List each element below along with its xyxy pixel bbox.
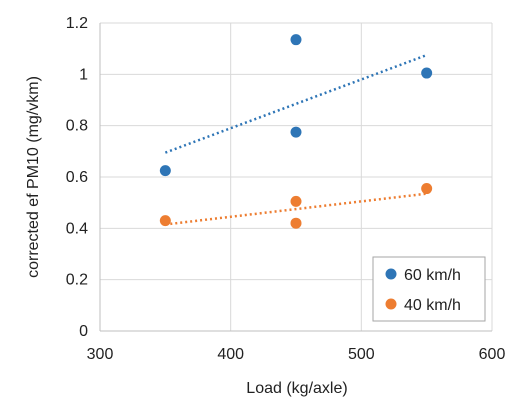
- data-point: [421, 67, 433, 79]
- x-axis-title: Load (kg/axle): [246, 380, 347, 397]
- data-point: [290, 217, 302, 229]
- legend-marker: [385, 268, 397, 280]
- y-tick-label: 1.2: [66, 15, 88, 32]
- x-tick-label: 300: [87, 346, 114, 363]
- x-tick-label: 600: [479, 346, 506, 363]
- axes: [99, 23, 492, 332]
- gridlines: [100, 22, 493, 331]
- x-tick-labels: 300 400 500 600: [87, 346, 506, 363]
- y-tick-label: 0.6: [66, 169, 88, 186]
- y-tick-label: 0: [79, 323, 88, 340]
- data-point: [290, 126, 302, 138]
- data-point: [159, 165, 171, 177]
- x-tick-label: 500: [348, 346, 375, 363]
- y-tick-labels: 0 0.2 0.4 0.6 0.8 1 1.2: [66, 15, 88, 340]
- data-point: [159, 215, 171, 227]
- y-tick-label: 1: [79, 66, 88, 83]
- data-point: [290, 195, 302, 207]
- data-point: [421, 183, 433, 195]
- legend: 60 km/h 40 km/h: [372, 256, 486, 322]
- y-axis-title: corrected ef PM10 (mg/vkm): [25, 76, 42, 278]
- trendline: [165, 192, 427, 226]
- data-point: [290, 34, 302, 46]
- data-points: [159, 34, 433, 229]
- y-tick-label: 0.4: [66, 220, 88, 237]
- trendlines: [164, 53, 428, 226]
- legend-marker: [385, 298, 397, 310]
- legend-label: 60 km/h: [404, 267, 461, 284]
- y-tick-label: 0.8: [66, 118, 88, 135]
- legend-box: [372, 256, 486, 322]
- trendline: [164, 53, 428, 154]
- legend-label: 40 km/h: [404, 297, 461, 314]
- y-tick-label: 0.2: [66, 272, 88, 289]
- x-tick-label: 400: [217, 346, 244, 363]
